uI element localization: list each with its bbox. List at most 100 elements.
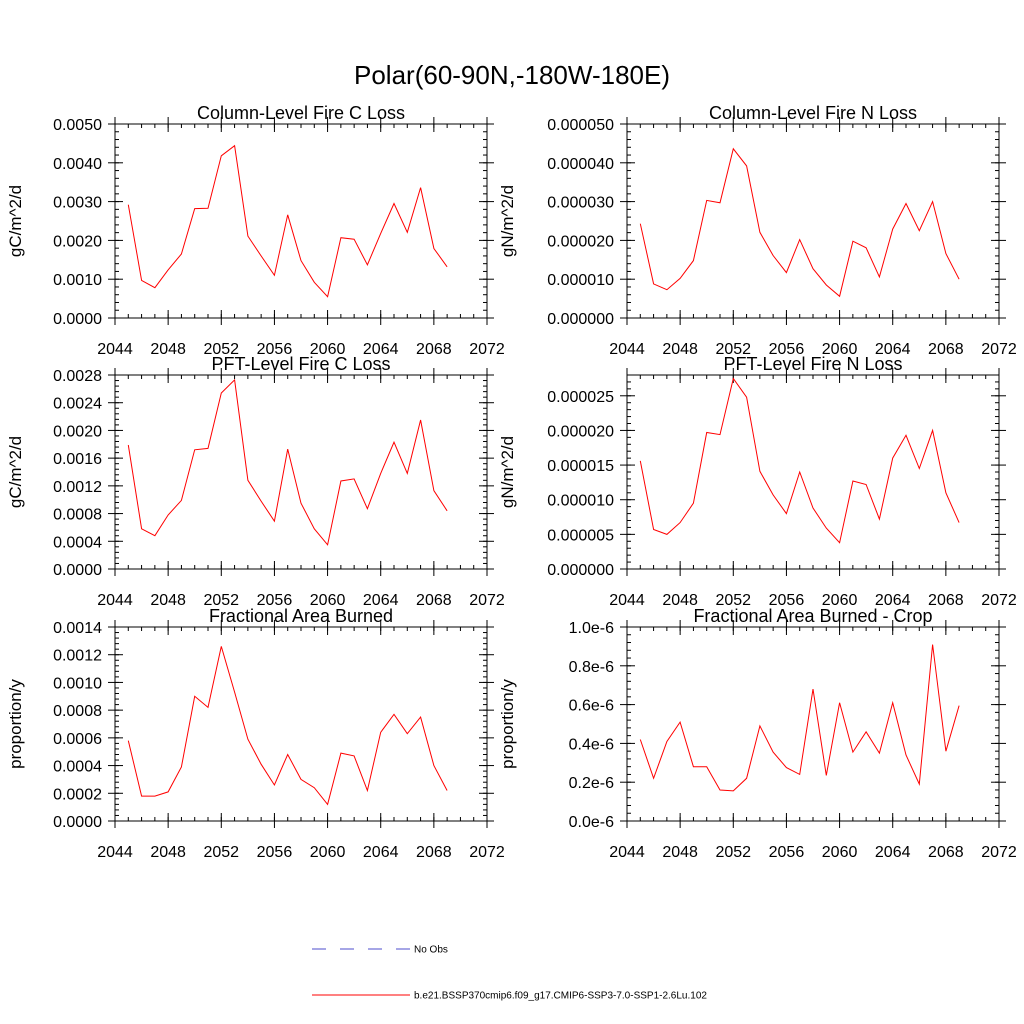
y-tick-label: 0.0004	[53, 759, 102, 776]
data-point	[354, 239, 355, 240]
x-tick-label: 2060	[822, 592, 858, 609]
data-point	[866, 484, 867, 485]
y-tick-label: 0.000015	[547, 458, 614, 475]
data-point	[194, 696, 195, 697]
figure-title: Polar(60-90N,-180W-180E)	[354, 60, 670, 90]
data-point	[693, 503, 694, 504]
y-axis-label: proportion/y	[6, 679, 25, 769]
data-point	[945, 492, 946, 493]
data-point	[733, 790, 734, 791]
data-point	[773, 494, 774, 495]
data-point	[340, 237, 341, 238]
data-point	[826, 775, 827, 776]
y-tick-label: 0.0016	[53, 451, 102, 468]
data-point	[666, 534, 667, 535]
y-tick-label: 0.0020	[53, 233, 102, 250]
data-point	[354, 478, 355, 479]
data-point	[274, 521, 275, 522]
data-point	[247, 739, 248, 740]
x-tick-label: 2068	[928, 844, 964, 861]
data-point	[919, 468, 920, 469]
data-point	[327, 296, 328, 297]
series-line	[639, 147, 960, 298]
plot-frame	[626, 123, 1000, 319]
data-point	[393, 714, 394, 715]
data-point	[393, 203, 394, 204]
data-point	[261, 764, 262, 765]
x-tick-label: 2044	[609, 592, 645, 609]
data-point	[327, 804, 328, 805]
data-point	[367, 264, 368, 265]
y-tick-label: 0.000025	[547, 389, 614, 406]
data-point	[168, 269, 169, 270]
data-point	[300, 779, 301, 780]
data-point	[207, 707, 208, 708]
chart-panel: Fractional Area Burned 2044 2048 2052 2056 20…	[6, 606, 505, 861]
data-point	[892, 229, 893, 230]
x-tick-label: 2048	[150, 592, 186, 609]
y-axis-label: gN/m^2/d	[498, 185, 517, 257]
y-tick-label: 0.0000	[53, 814, 102, 831]
data-point	[746, 397, 747, 398]
y-tick-label: 0.0000	[53, 311, 102, 328]
x-tick-label: 2044	[97, 341, 133, 358]
data-point	[879, 753, 880, 754]
data-point	[128, 740, 129, 741]
data-point	[852, 241, 853, 242]
x-tick-label: 2072	[469, 341, 505, 358]
x-tick-label: 2072	[981, 844, 1017, 861]
y-tick-label: 0.000020	[547, 423, 614, 440]
data-point	[640, 223, 641, 224]
data-point	[154, 795, 155, 796]
data-point	[221, 392, 222, 393]
y-axis-label: gC/m^2/d	[6, 436, 25, 508]
x-tick-label: 2060	[310, 592, 346, 609]
data-point	[932, 201, 933, 202]
data-point	[879, 519, 880, 520]
data-point	[261, 255, 262, 256]
legend-label: b.e21.BSSP370cmip6.f09_g17.CMIP6-SSP3-7.…	[414, 991, 707, 1002]
data-point	[168, 514, 169, 515]
data-point	[407, 232, 408, 233]
y-tick-label: 0.0008	[53, 507, 102, 524]
data-point	[959, 705, 960, 706]
y-axis-label: gN/m^2/d	[498, 436, 517, 508]
data-point	[733, 378, 734, 379]
data-point	[879, 276, 880, 277]
data-point	[433, 248, 434, 249]
data-point	[274, 784, 275, 785]
data-point	[314, 787, 315, 788]
data-point	[706, 432, 707, 433]
data-point	[719, 789, 720, 790]
data-point	[945, 253, 946, 254]
x-tick-label: 2068	[928, 341, 964, 358]
data-point	[812, 507, 813, 508]
y-tick-label: 0.000010	[547, 493, 614, 510]
data-point	[852, 752, 853, 753]
data-point	[653, 778, 654, 779]
y-tick-label: 0.000050	[547, 117, 614, 134]
data-point	[207, 208, 208, 209]
data-point	[300, 260, 301, 261]
x-tick-label: 2048	[662, 844, 698, 861]
data-point	[141, 528, 142, 529]
data-point	[420, 419, 421, 420]
data-point	[905, 435, 906, 436]
x-tick-label: 2060	[310, 844, 346, 861]
data-point	[300, 503, 301, 504]
data-point	[959, 279, 960, 280]
chart-panel: PFT-Level Fire N Loss 2044 2048 2052 2056 206…	[498, 354, 1017, 609]
data-point	[314, 282, 315, 283]
data-point	[905, 203, 906, 204]
series-line	[127, 144, 448, 298]
data-point	[773, 752, 774, 753]
x-tick-label: 2060	[822, 341, 858, 358]
data-point	[327, 544, 328, 545]
data-point	[746, 165, 747, 166]
data-point	[447, 790, 448, 791]
data-point	[367, 790, 368, 791]
data-point	[852, 480, 853, 481]
data-point	[666, 289, 667, 290]
panel-title: PFT-Level Fire C Loss	[211, 354, 390, 374]
